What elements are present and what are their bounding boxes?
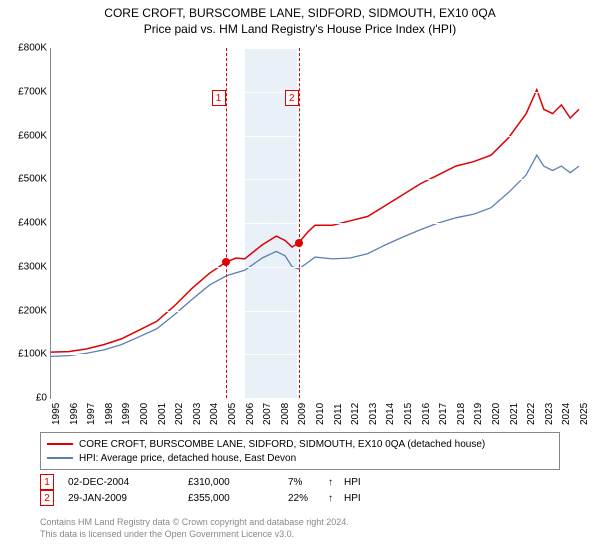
transaction-row: 2 29-JAN-2009 £355,000 22% ↑ HPI (40, 490, 361, 506)
legend-label: HPI: Average price, detached house, East… (79, 453, 296, 464)
transaction-date: 29-JAN-2009 (68, 493, 188, 504)
x-axis-label: 2003 (192, 403, 203, 425)
plot-area: £0£100K£200K£300K£400K£500K£600K£700K£80… (50, 48, 579, 399)
transaction-pct: 22% (288, 493, 328, 504)
x-axis-label: 2015 (403, 403, 414, 425)
x-axis-label: 2013 (368, 403, 379, 425)
gridline (51, 398, 579, 399)
x-axis-label: 2009 (297, 403, 308, 425)
x-axis-label: 2025 (579, 403, 590, 425)
x-axis-label: 2024 (561, 403, 572, 425)
annotation-dot (295, 239, 303, 247)
y-axis-label: £600K (3, 130, 47, 141)
series-line-hpi (51, 155, 579, 356)
gridline (51, 267, 579, 268)
transaction-row: 1 02-DEC-2004 £310,000 7% ↑ HPI (40, 474, 361, 490)
transaction-relative: HPI (344, 477, 361, 488)
x-axis-label: 1996 (69, 403, 80, 425)
x-axis-label: 2000 (139, 403, 150, 425)
annotation-dashline (299, 48, 300, 398)
footer-attribution: Contains HM Land Registry data © Crown c… (40, 516, 349, 540)
x-axis-label: 2017 (438, 403, 449, 425)
x-axis-label: 1995 (51, 403, 62, 425)
x-axis-label: 2020 (491, 403, 502, 425)
y-axis-label: £400K (3, 218, 47, 229)
x-axis-label: 2016 (421, 403, 432, 425)
legend-label: CORE CROFT, BURSCOMBE LANE, SIDFORD, SID… (79, 439, 485, 450)
x-axis-label: 2002 (174, 403, 185, 425)
annotation-marker: 2 (285, 90, 299, 106)
transaction-relative: HPI (344, 493, 361, 504)
legend-item: CORE CROFT, BURSCOMBE LANE, SIDFORD, SID… (47, 437, 553, 451)
x-axis-label: 1997 (86, 403, 97, 425)
chart-container: CORE CROFT, BURSCOMBE LANE, SIDFORD, SID… (0, 0, 600, 560)
x-axis-label: 2012 (350, 403, 361, 425)
x-axis-label: 2010 (315, 403, 326, 425)
x-axis-label: 2007 (262, 403, 273, 425)
y-axis-label: £500K (3, 174, 47, 185)
x-axis-label: 2021 (509, 403, 520, 425)
x-axis-label: 2023 (544, 403, 555, 425)
x-axis-label: 2005 (227, 403, 238, 425)
gridline (51, 48, 579, 49)
annotation-dot (222, 258, 230, 266)
y-axis-label: £800K (3, 43, 47, 54)
up-arrow-icon: ↑ (328, 493, 344, 504)
x-axis-label: 1998 (104, 403, 115, 425)
y-axis-label: £200K (3, 305, 47, 316)
y-axis-label: £100K (3, 349, 47, 360)
transaction-marker: 2 (40, 490, 54, 506)
x-axis-label: 2001 (157, 403, 168, 425)
legend-item: HPI: Average price, detached house, East… (47, 451, 553, 465)
x-axis-label: 2022 (526, 403, 537, 425)
transaction-price: £310,000 (188, 477, 288, 488)
x-axis-label: 2008 (280, 403, 291, 425)
x-axis-label: 2004 (209, 403, 220, 425)
transaction-date: 02-DEC-2004 (68, 477, 188, 488)
x-axis-label: 2018 (456, 403, 467, 425)
legend-swatch (47, 443, 73, 445)
series-line-subject (51, 90, 579, 353)
transaction-price: £355,000 (188, 493, 288, 504)
transaction-pct: 7% (288, 477, 328, 488)
gridline (51, 311, 579, 312)
y-axis-label: £700K (3, 86, 47, 97)
annotation-dashline (226, 48, 227, 398)
footer-line: This data is licensed under the Open Gov… (40, 528, 349, 540)
x-axis-label: 2006 (245, 403, 256, 425)
legend: CORE CROFT, BURSCOMBE LANE, SIDFORD, SID… (40, 432, 560, 470)
x-axis-label: 2019 (473, 403, 484, 425)
transaction-table: 1 02-DEC-2004 £310,000 7% ↑ HPI 2 29-JAN… (40, 474, 361, 506)
up-arrow-icon: ↑ (328, 477, 344, 488)
x-axis-label: 2011 (333, 403, 344, 425)
chart-title-address: CORE CROFT, BURSCOMBE LANE, SIDFORD, SID… (0, 6, 600, 20)
legend-swatch (47, 457, 73, 459)
gridline (51, 354, 579, 355)
annotation-marker: 1 (212, 90, 226, 106)
transaction-marker: 1 (40, 474, 54, 490)
gridline (51, 136, 579, 137)
y-axis-label: £300K (3, 261, 47, 272)
footer-line: Contains HM Land Registry data © Crown c… (40, 516, 349, 528)
gridline (51, 92, 579, 93)
gridline (51, 179, 579, 180)
chart-subtitle: Price paid vs. HM Land Registry's House … (0, 22, 600, 36)
x-axis-label: 1999 (121, 403, 132, 425)
y-axis-label: £0 (3, 393, 47, 404)
x-axis-label: 2014 (385, 403, 396, 425)
gridline (51, 223, 579, 224)
